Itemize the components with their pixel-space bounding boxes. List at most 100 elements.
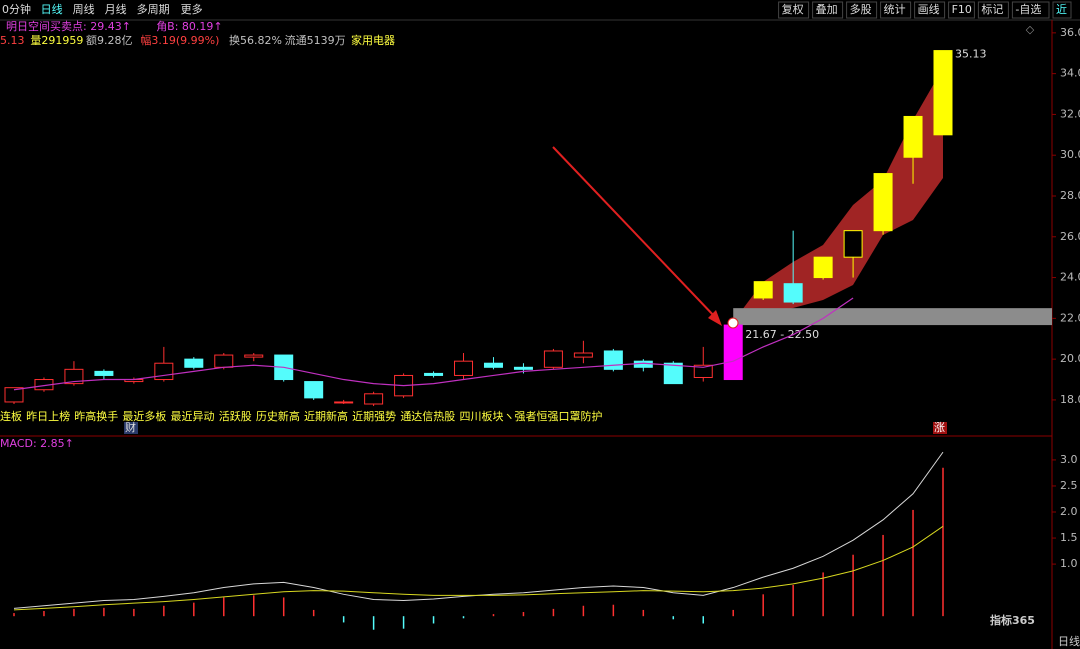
candle-body: [244, 354, 264, 358]
y-tick-label: 1.0: [1060, 557, 1078, 570]
marker-box: [124, 422, 138, 434]
tag: 四川板块ヽ强者恒强口罩防护: [460, 409, 603, 423]
y-tick-label: 3.0: [1060, 453, 1078, 466]
candle-body: [334, 401, 354, 404]
info-item: 家用电器: [351, 33, 395, 47]
info-item: 5.13: [0, 34, 25, 47]
y-tick-label: 18.0: [1060, 393, 1080, 406]
toolbar-button-frame: [846, 1, 878, 19]
marker-box: [933, 422, 947, 434]
toolbar-tab[interactable]: 周线: [73, 2, 95, 16]
period-label: 日线: [1058, 634, 1080, 648]
moving-average: [13, 297, 854, 391]
tag: 昨日上榜: [26, 409, 70, 423]
info-item: 量291959: [30, 34, 83, 47]
price-zone: [733, 308, 1052, 326]
info-item: 明日空间买卖点: 29.43↑: [6, 19, 131, 33]
y-tick-label: 22.0: [1060, 311, 1080, 324]
candle-body: [543, 350, 563, 368]
y-tick-label: 24.0: [1060, 271, 1080, 284]
tag: 最近异动: [171, 410, 215, 423]
candle-body: [424, 372, 444, 376]
tag: 最近多板: [122, 409, 166, 423]
limit-up-icon: [727, 317, 739, 329]
y-tick-label: 30.0: [1060, 148, 1080, 161]
toolbar-button[interactable]: 标记: [981, 2, 1003, 16]
tag: 昨高换手: [74, 409, 118, 423]
candle-body: [94, 370, 114, 376]
y-tick-label: 1.5: [1060, 531, 1078, 544]
marker: 财: [125, 420, 136, 434]
y-tick-label: 34.0: [1060, 67, 1080, 80]
toolbar-button-frame: [948, 1, 975, 19]
toolbar-tab[interactable]: 更多: [181, 2, 203, 16]
info-item: 额9.28亿: [86, 34, 133, 47]
y-tick-label: 2.0: [1060, 505, 1078, 518]
toolbar-tab[interactable]: 月线: [105, 2, 127, 16]
candle-body: [693, 364, 713, 378]
toolbar-button-frame: [977, 1, 1009, 19]
toolbar-button-frame: [1011, 1, 1050, 19]
y-tick-label: 36.0: [1060, 26, 1080, 39]
candle-body: [304, 381, 324, 399]
tag: 活跃股: [219, 409, 252, 423]
candle-body: [513, 366, 533, 370]
candle-body: [753, 281, 773, 299]
candle-body: [903, 115, 923, 158]
candle-body: [573, 352, 593, 358]
info-item: 角B: 80.19↑: [156, 20, 222, 33]
candle-body: [154, 362, 174, 381]
info-item: 流通5139万: [285, 33, 346, 47]
candle-body: [843, 230, 863, 258]
tag: 连板: [0, 409, 22, 423]
zone-label: 21.67 - 22.50: [745, 328, 819, 341]
toolbar-button-frame: [812, 1, 844, 19]
arrow-head: [708, 310, 722, 326]
toolbar-button[interactable]: 叠加: [816, 3, 838, 16]
toolbar-button-frame: [880, 1, 912, 19]
toolbar-tab[interactable]: 日线: [41, 2, 63, 16]
candle-body: [783, 283, 803, 303]
diamond-icon: ◇: [1026, 23, 1035, 36]
last-price-label: 35.13: [955, 48, 987, 61]
toolbar-button[interactable]: 多股: [850, 2, 872, 16]
candle-body: [603, 350, 623, 370]
candle-body: [364, 393, 384, 405]
toolbar-tab[interactable]: 0分钟: [2, 2, 31, 16]
info-item: 换56.82%: [229, 33, 282, 47]
toolbar-tab[interactable]: 多周期: [137, 2, 170, 16]
candle-body: [214, 354, 234, 368]
y-tick-label: 2.5: [1060, 479, 1078, 492]
watermark: 指标365: [990, 613, 1035, 627]
toolbar-button[interactable]: -自选: [1015, 3, 1041, 16]
tag: 近期新高: [304, 409, 348, 423]
candle-body: [723, 324, 743, 381]
candle-body: [4, 387, 24, 403]
indicator-title: MACD: 2.85↑: [0, 437, 74, 450]
candle-body: [454, 360, 474, 376]
toolbar-button[interactable]: 统计: [884, 3, 906, 16]
tag: 历史新高: [256, 409, 300, 423]
toolbar-button-frame: [778, 1, 810, 19]
y-tick-label: 28.0: [1060, 189, 1080, 202]
marker: 涨: [934, 421, 945, 434]
candle-body: [873, 173, 893, 232]
info-item: 幅3.19(9.99%): [140, 34, 219, 47]
toolbar-button[interactable]: 近: [1056, 3, 1067, 16]
toolbar-button[interactable]: F10: [952, 3, 972, 16]
y-tick-label: 32.0: [1060, 107, 1080, 120]
candle-body: [184, 358, 204, 368]
toolbar-button[interactable]: 复权: [782, 2, 804, 16]
candle-body: [663, 362, 683, 385]
y-tick-label: 26.0: [1060, 230, 1080, 243]
candle-body: [483, 362, 503, 368]
arrow: [552, 146, 717, 319]
candle-body: [64, 368, 84, 385]
candle-body: [813, 256, 833, 279]
macd-line: [13, 525, 944, 611]
candle-body: [933, 50, 953, 136]
toolbar-button[interactable]: 画线: [918, 2, 940, 16]
tag: 通达信热股: [400, 410, 455, 423]
y-tick-label: 20.0: [1060, 352, 1080, 365]
